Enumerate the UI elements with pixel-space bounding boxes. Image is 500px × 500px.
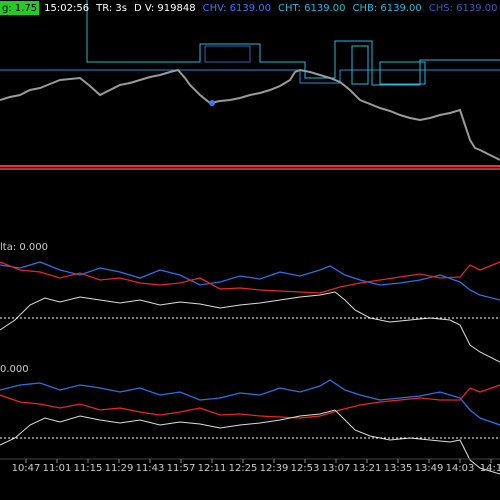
time-label: 13:21 (353, 463, 382, 474)
header-item: TR: 3s (95, 3, 127, 14)
time-label: 14:1 (480, 463, 500, 474)
time-label: 12:53 (291, 463, 320, 474)
time-label: 12:39 (260, 463, 289, 474)
header-item: CHV: 6139.00 (203, 3, 271, 14)
time-label: 11:43 (136, 463, 165, 474)
header-item: CHS: 6139.00 (429, 3, 498, 14)
time-label: 13:07 (322, 463, 351, 474)
header: g: 1.75 15:02:56 TR: 3s D V: 919848 CHV: 613… (0, 1, 498, 15)
header-item: CHT: 6139.00 (278, 3, 345, 14)
time-label: 13:35 (384, 463, 413, 474)
time-label: 11:29 (105, 463, 134, 474)
price-pane (0, 0, 500, 170)
channel-line (204, 45, 251, 63)
channel-line (86, 0, 500, 86)
header-item: D V: 919848 (134, 3, 196, 14)
time-label: 14:03 (446, 463, 475, 474)
delta-pane: lta: 0.000 (0, 242, 500, 363)
time-axis: 10:47 11:01 11:15 11:29 11:43 11:57 12:11 12:25… (12, 459, 500, 474)
red-line (0, 261, 500, 294)
header-badge (0, 1, 40, 15)
marker (209, 100, 215, 106)
lower-pane: 0.000 (0, 364, 500, 475)
red-line (0, 384, 500, 419)
price-line (0, 68, 500, 161)
time-label: 12:25 (229, 463, 258, 474)
pane-label: 0.000 (0, 364, 29, 375)
blue-line (0, 261, 500, 301)
header-item: 15:02:56 (44, 3, 89, 14)
time-label: 12:11 (198, 463, 227, 474)
white-line (0, 409, 500, 475)
header-item: CHB: 6139.00 (352, 3, 421, 14)
time-label: 11:57 (167, 463, 196, 474)
pane-label: lta: 0.000 (0, 242, 48, 253)
time-label: 13:49 (415, 463, 444, 474)
channel-box (379, 61, 426, 85)
channel-line (0, 69, 500, 84)
header-item: g: 1.75 (2, 3, 37, 14)
white-line (0, 291, 500, 363)
time-label: 10:47 (12, 463, 41, 474)
time-label: 11:15 (74, 463, 103, 474)
time-label: 11:01 (43, 463, 72, 474)
channel-box (351, 45, 369, 85)
blue-line (0, 379, 500, 426)
